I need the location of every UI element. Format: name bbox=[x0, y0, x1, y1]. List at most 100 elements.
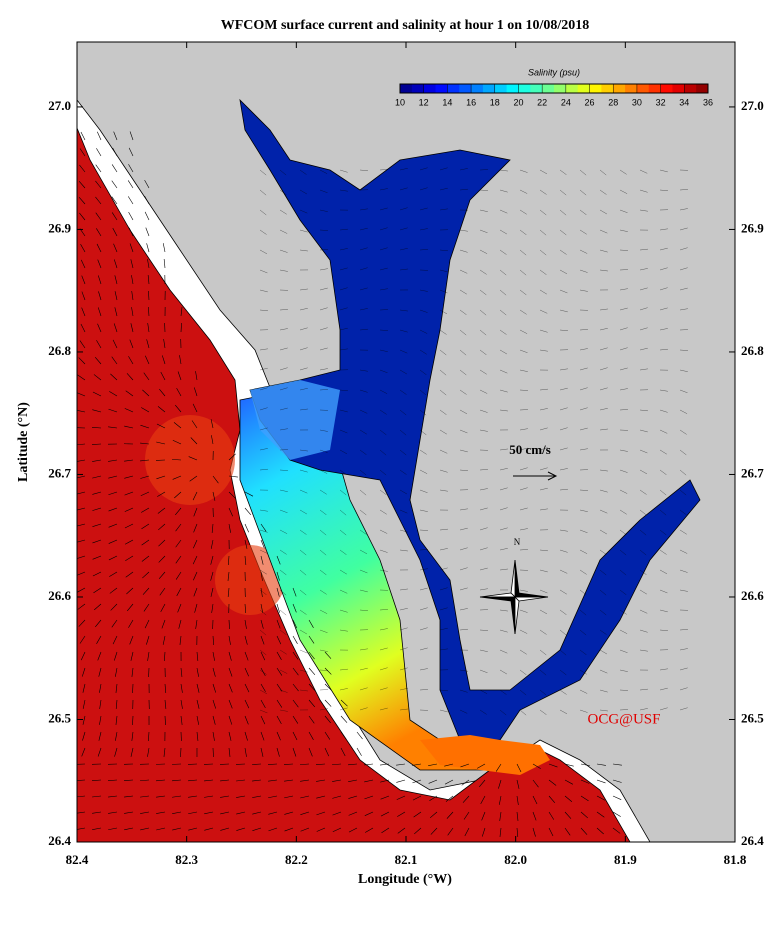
vector bbox=[156, 441, 166, 445]
vector bbox=[419, 207, 428, 211]
vector bbox=[244, 555, 247, 565]
vector bbox=[439, 489, 448, 492]
vector bbox=[679, 287, 688, 291]
vector bbox=[539, 269, 547, 275]
vector bbox=[228, 619, 230, 630]
vector bbox=[236, 811, 246, 815]
vector bbox=[188, 779, 198, 782]
vector bbox=[115, 667, 118, 677]
vector bbox=[228, 475, 238, 478]
vector bbox=[142, 571, 150, 579]
vector bbox=[210, 539, 214, 549]
vector bbox=[163, 747, 166, 757]
vector bbox=[339, 189, 348, 192]
vector bbox=[579, 509, 588, 512]
vector bbox=[612, 779, 622, 783]
vector bbox=[82, 715, 86, 725]
vector bbox=[339, 307, 348, 311]
y-tick-label: 26.9 bbox=[48, 220, 71, 235]
vector bbox=[419, 627, 428, 631]
vector bbox=[161, 619, 166, 629]
vector bbox=[579, 269, 588, 273]
vector bbox=[539, 209, 547, 216]
vector bbox=[439, 309, 448, 315]
vector bbox=[599, 428, 608, 431]
vector bbox=[399, 509, 408, 514]
vector bbox=[80, 323, 86, 333]
vector bbox=[559, 229, 567, 236]
vector bbox=[188, 795, 198, 798]
vector bbox=[299, 589, 307, 596]
vector bbox=[679, 227, 688, 231]
vector bbox=[96, 635, 102, 644]
colorbar-cell bbox=[625, 84, 638, 93]
vector bbox=[156, 475, 166, 480]
colorbar-cell bbox=[589, 84, 602, 93]
vector bbox=[659, 569, 668, 575]
vector bbox=[244, 603, 247, 613]
vector bbox=[162, 355, 166, 365]
vector bbox=[147, 275, 150, 285]
vector bbox=[172, 827, 182, 831]
vector bbox=[619, 388, 628, 391]
vector bbox=[112, 147, 118, 157]
vector bbox=[172, 779, 182, 782]
vector bbox=[162, 635, 166, 645]
vector bbox=[419, 529, 428, 531]
x-tick-label: 82.4 bbox=[66, 852, 89, 867]
vector bbox=[339, 169, 348, 173]
vector bbox=[279, 428, 288, 431]
y-tick-label: 26.6 bbox=[741, 588, 764, 603]
vector bbox=[196, 699, 200, 709]
colorbar-cell bbox=[435, 84, 448, 93]
vector bbox=[548, 779, 557, 786]
vector bbox=[192, 403, 198, 413]
vector bbox=[599, 367, 608, 371]
vector bbox=[93, 374, 102, 381]
vector bbox=[276, 699, 283, 708]
vector bbox=[579, 348, 588, 351]
vector bbox=[111, 164, 118, 173]
vector bbox=[659, 529, 667, 536]
y-tick-label: 26.8 bbox=[48, 343, 71, 358]
vector bbox=[143, 372, 150, 381]
vector bbox=[459, 669, 468, 672]
vector bbox=[164, 683, 167, 693]
vector bbox=[579, 407, 588, 411]
vector bbox=[179, 635, 182, 645]
vector bbox=[619, 569, 627, 576]
vector bbox=[308, 619, 314, 628]
vector bbox=[173, 422, 182, 429]
vector bbox=[276, 603, 280, 613]
vector bbox=[279, 309, 288, 311]
vector bbox=[479, 629, 488, 631]
vector bbox=[81, 747, 86, 757]
vector bbox=[599, 387, 608, 391]
vector bbox=[399, 268, 408, 271]
vector bbox=[579, 427, 588, 431]
vector bbox=[156, 827, 166, 831]
vector bbox=[193, 587, 198, 597]
vector bbox=[679, 589, 688, 592]
vector bbox=[479, 349, 487, 356]
vector bbox=[559, 529, 568, 532]
vector bbox=[299, 669, 308, 673]
vector bbox=[268, 779, 278, 782]
vector bbox=[399, 449, 407, 456]
vector bbox=[479, 209, 488, 212]
vector bbox=[639, 347, 648, 351]
vector bbox=[130, 747, 134, 757]
vector bbox=[172, 475, 182, 480]
vector bbox=[192, 491, 198, 501]
vector bbox=[77, 827, 86, 830]
vector bbox=[108, 507, 118, 512]
vector bbox=[439, 167, 448, 171]
vector bbox=[142, 587, 150, 595]
vector bbox=[97, 323, 102, 333]
vector bbox=[659, 409, 668, 413]
vector bbox=[279, 387, 288, 391]
vector bbox=[679, 667, 688, 671]
vector bbox=[559, 629, 567, 636]
vector bbox=[539, 189, 547, 195]
vector bbox=[479, 389, 488, 394]
